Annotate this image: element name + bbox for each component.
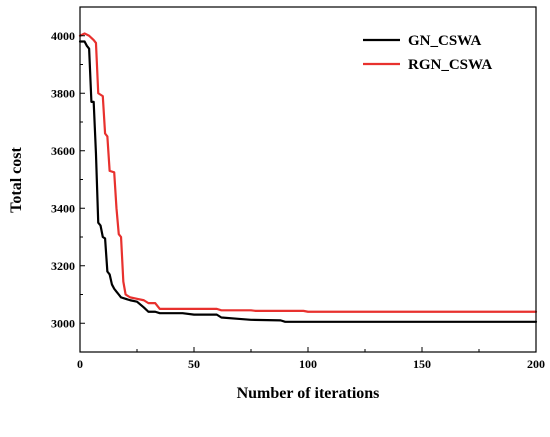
legend: GN_CSWA RGN_CSWA bbox=[363, 33, 492, 73]
y-tick-label: 3200 bbox=[51, 259, 75, 273]
legend-label-2: RGN_CSWA bbox=[408, 57, 492, 73]
x-tick-label: 100 bbox=[299, 357, 317, 371]
y-tick-label: 3400 bbox=[51, 201, 75, 215]
x-tick-label: 50 bbox=[188, 357, 200, 371]
series-layer bbox=[78, 32, 538, 323]
ticks-layer: 0 50 100 150 200 3000 3200 3400 3600 3800 4000 bbox=[51, 29, 545, 371]
y-axis-title: Total cost bbox=[8, 147, 25, 213]
legend-label-1: GN_CSWA bbox=[408, 33, 482, 49]
x-axis-title: Number of iterations bbox=[237, 385, 380, 402]
x-tick-label: 0 bbox=[77, 357, 83, 371]
y-tick-label: 3800 bbox=[51, 86, 75, 100]
x-tick-label: 200 bbox=[527, 357, 545, 371]
y-tick-label: 3000 bbox=[51, 316, 75, 330]
y-tick-label: 3600 bbox=[51, 144, 75, 158]
x-tick-label: 150 bbox=[413, 357, 431, 371]
y-tick-label: 4000 bbox=[51, 29, 75, 43]
series-line-2 bbox=[78, 32, 538, 313]
series-line-1 bbox=[78, 40, 538, 323]
